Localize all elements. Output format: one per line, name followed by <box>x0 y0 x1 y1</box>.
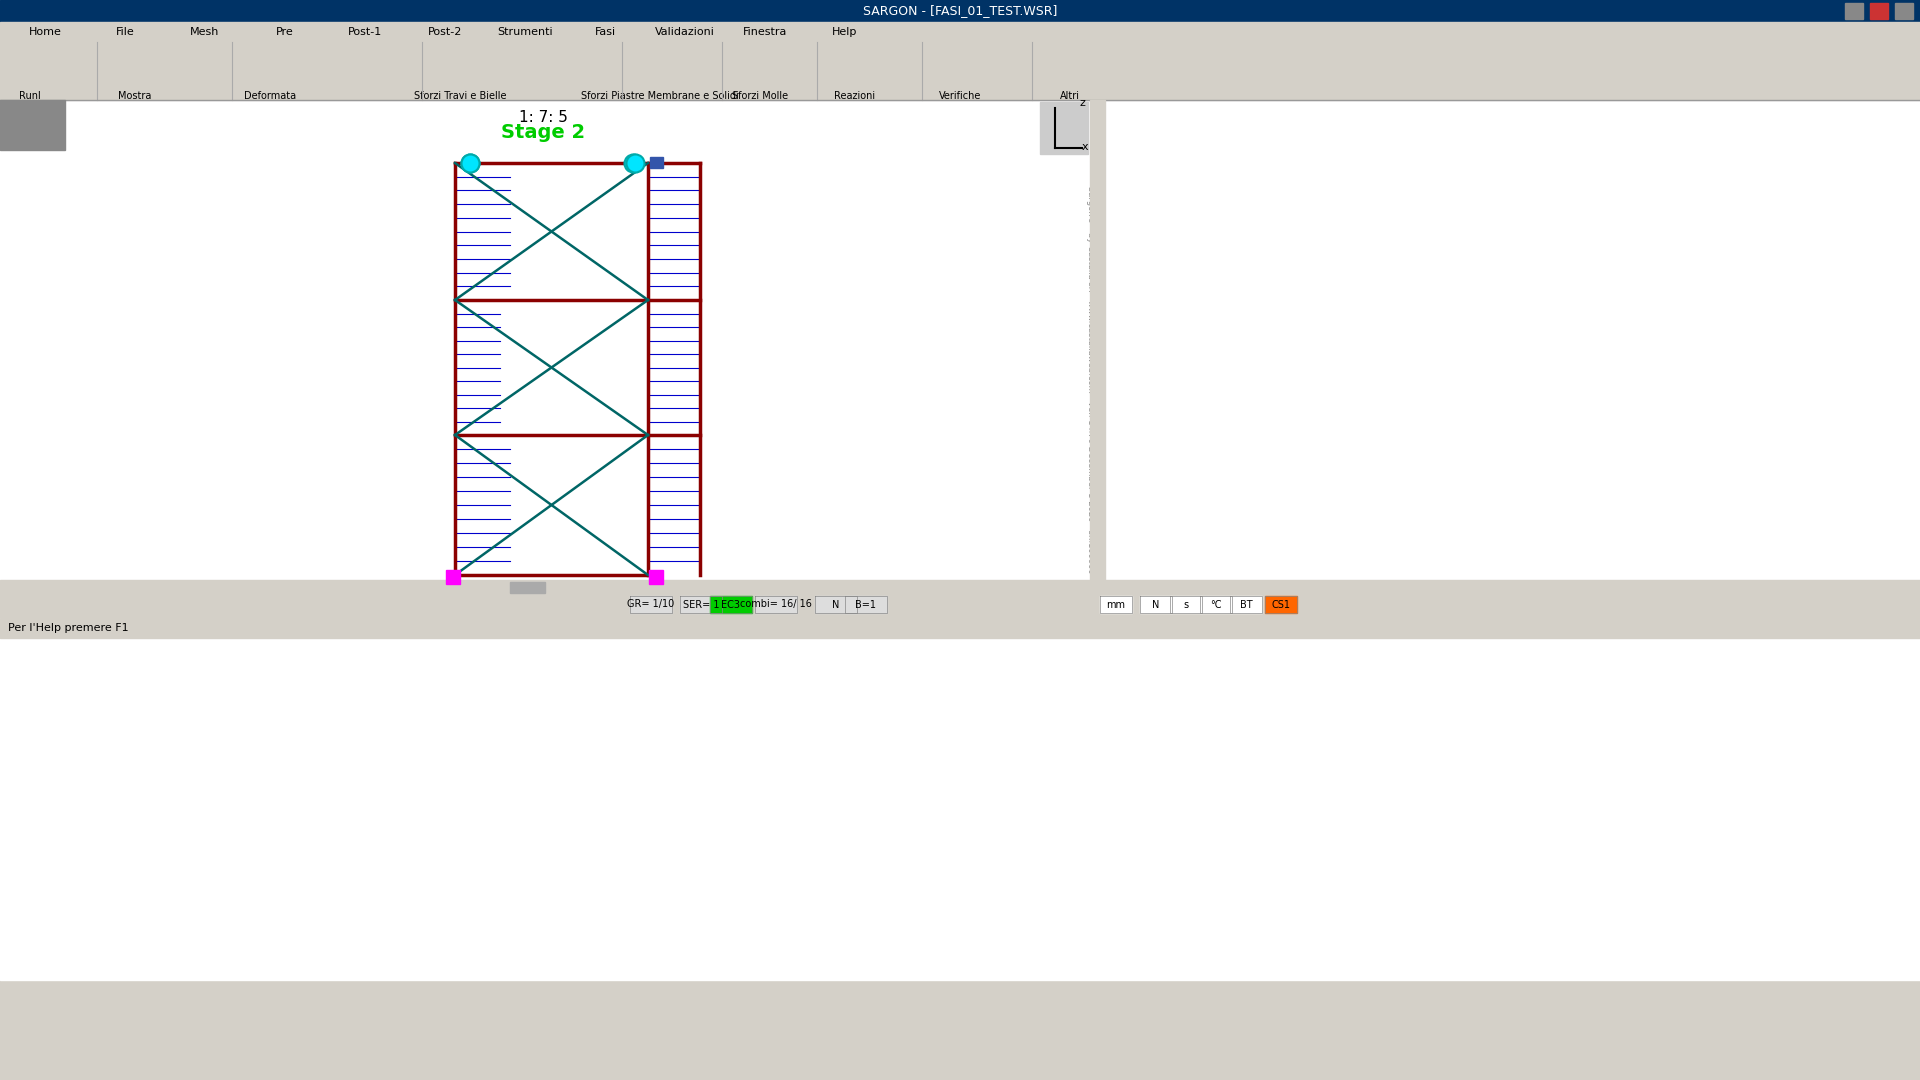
Text: N: N <box>1152 599 1160 609</box>
Bar <box>0 580 1920 595</box>
Text: °C: °C <box>1210 599 1221 609</box>
Text: BT: BT <box>1240 599 1252 609</box>
Bar <box>0 0 1920 22</box>
Text: Runl: Runl <box>19 91 40 102</box>
Text: Validazioni: Validazioni <box>655 27 714 37</box>
Bar <box>1100 596 1133 613</box>
Text: Verifiche: Verifiche <box>939 91 981 102</box>
Text: CS1: CS1 <box>1271 599 1290 609</box>
Text: Pre: Pre <box>276 27 294 37</box>
Bar <box>651 157 662 168</box>
Bar <box>0 618 1920 638</box>
Bar <box>649 570 662 584</box>
Text: Sforzi Piastre Membrane e Solidi: Sforzi Piastre Membrane e Solidi <box>582 91 739 102</box>
Bar <box>755 596 797 613</box>
Text: SER= 1: SER= 1 <box>684 599 720 609</box>
Bar <box>1265 596 1298 613</box>
Bar <box>845 596 887 613</box>
Bar <box>1870 3 1887 19</box>
Text: z: z <box>1079 98 1087 108</box>
Bar <box>710 596 753 613</box>
Text: Home: Home <box>29 27 61 37</box>
Text: mm: mm <box>1106 599 1125 609</box>
Bar <box>0 595 1920 617</box>
Text: Fasi: Fasi <box>595 27 616 37</box>
Bar <box>1169 596 1202 613</box>
Text: Post-2: Post-2 <box>428 27 463 37</box>
Text: Finestra: Finestra <box>743 27 787 37</box>
Bar <box>0 100 1920 980</box>
Text: GR= 1/10: GR= 1/10 <box>628 599 674 609</box>
Bar <box>814 596 856 613</box>
Text: s: s <box>1183 599 1188 609</box>
Bar <box>0 22 1920 42</box>
Text: EC3: EC3 <box>722 599 741 609</box>
Text: Reazioni: Reazioni <box>835 91 876 102</box>
Text: N: N <box>831 599 839 609</box>
Text: SARGON - [FASI_01_TEST.WSR]: SARGON - [FASI_01_TEST.WSR] <box>862 4 1058 17</box>
Text: Strumenti: Strumenti <box>497 27 553 37</box>
Text: combi= 16/ 16: combi= 16/ 16 <box>739 599 812 609</box>
Bar <box>1140 596 1171 613</box>
Text: Sargon® - by Castalia srl - www.castaliaweb.com - ver. 14.70 December 1-2020 - s: Sargon® - by Castalia srl - www.castalia… <box>1085 186 1094 573</box>
Bar <box>1091 100 1106 580</box>
Text: 1: 7: 5: 1: 7: 5 <box>518 110 568 125</box>
Bar <box>511 582 545 593</box>
Bar <box>630 596 672 613</box>
Text: Mesh: Mesh <box>190 27 219 37</box>
Bar <box>1845 3 1862 19</box>
Bar <box>1231 596 1261 613</box>
Text: Per l'Help premere F1: Per l'Help premere F1 <box>8 623 129 633</box>
Bar <box>1200 596 1233 613</box>
Text: Stage 2: Stage 2 <box>501 123 586 141</box>
Text: Altri: Altri <box>1060 91 1079 102</box>
Text: Deformata: Deformata <box>244 91 296 102</box>
Text: x: x <box>1083 141 1089 152</box>
Text: Sforzi Molle: Sforzi Molle <box>732 91 787 102</box>
Text: Post-1: Post-1 <box>348 27 382 37</box>
Text: File: File <box>115 27 134 37</box>
Bar <box>445 570 461 584</box>
Text: Help: Help <box>831 27 858 37</box>
Bar <box>0 100 65 150</box>
Bar <box>0 42 1920 100</box>
Bar <box>1895 3 1912 19</box>
Text: Sforzi Travi e Bielle: Sforzi Travi e Bielle <box>413 91 507 102</box>
Text: Mostra: Mostra <box>119 91 152 102</box>
Bar <box>680 596 722 613</box>
Bar <box>1041 102 1089 154</box>
Text: B=1: B=1 <box>856 599 877 609</box>
